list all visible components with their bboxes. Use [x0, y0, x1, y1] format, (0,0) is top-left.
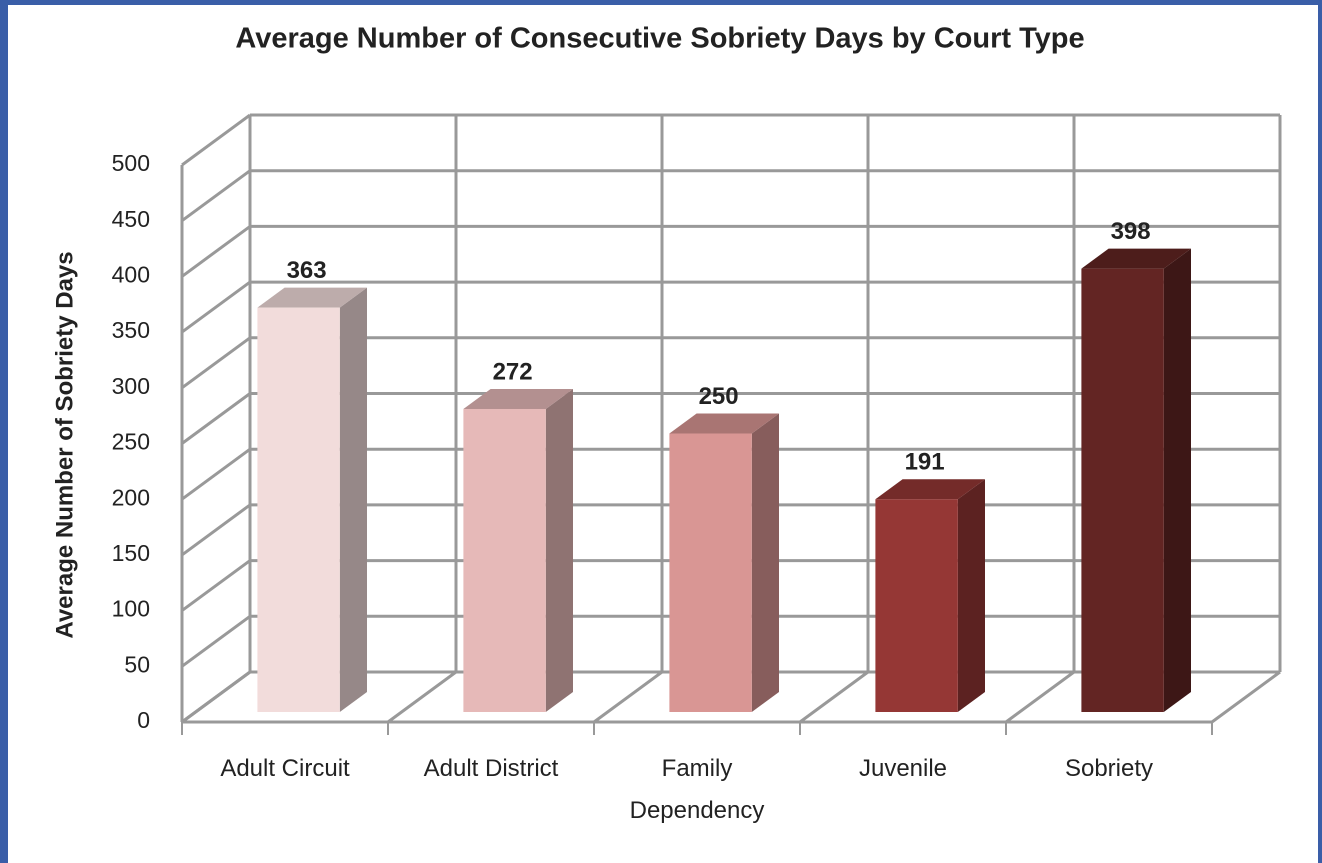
frame: Average Number of Consecutive Sobriety D…	[8, 5, 1318, 863]
bar	[257, 307, 340, 712]
y-tick-label: 50	[124, 651, 150, 677]
bar-side	[545, 388, 573, 712]
side-grid-line	[181, 225, 251, 278]
floor-line	[593, 670, 663, 724]
chart-title: Average Number of Consecutive Sobriety D…	[235, 23, 1084, 55]
x-tick-label: Family Dependency	[629, 755, 765, 824]
side-grid-line	[181, 559, 251, 612]
bar-top	[257, 287, 367, 308]
y-tick-label: 350	[112, 317, 150, 343]
y-tick-label: 150	[112, 540, 150, 566]
bar-top	[463, 388, 573, 409]
side-grid-line	[181, 336, 251, 390]
floor-line	[1211, 670, 1281, 724]
y-axis-label: Average Number of Sobriety Days	[51, 251, 78, 638]
bar-side	[957, 479, 985, 712]
bar	[463, 408, 546, 712]
value-label: 191	[905, 449, 945, 476]
bar-top	[669, 413, 779, 434]
y-tick-label: 500	[112, 150, 150, 176]
y-tick-label: 0	[137, 707, 150, 733]
y-tick-label: 100	[112, 596, 150, 622]
value-label: 250	[699, 383, 739, 410]
y-tick-label: 200	[112, 484, 150, 510]
bar	[1081, 268, 1164, 712]
y-tick-label: 250	[112, 429, 150, 455]
y-tick-label: 400	[112, 261, 150, 287]
bar	[875, 499, 958, 712]
x-tick-label: Sobriety	[1064, 755, 1154, 782]
side-grid-line	[181, 169, 251, 222]
floor-line	[181, 670, 251, 724]
bar-top	[875, 479, 985, 500]
y-tick-label: 300	[112, 373, 150, 399]
y-tick-label: 450	[112, 206, 150, 232]
side-grid-line	[181, 447, 251, 501]
bar-side	[751, 413, 779, 712]
value-label: 363	[287, 257, 327, 284]
bar-top	[1081, 248, 1191, 269]
floor-line	[799, 670, 869, 724]
bar-side	[339, 287, 367, 712]
value-label: 272	[493, 358, 533, 385]
side-grid-line	[181, 615, 251, 668]
x-tick-label: Juvenile	[858, 755, 948, 782]
side-grid-line	[181, 392, 251, 445]
floor-line	[1005, 670, 1075, 724]
floor-line	[387, 670, 457, 724]
value-label: 398	[1111, 218, 1151, 245]
side-grid-line	[181, 503, 251, 557]
bar-side	[1163, 248, 1191, 713]
x-tick-label: Adult District	[423, 755, 559, 782]
x-tick-label: Adult Circuit	[220, 755, 350, 782]
bar	[669, 433, 752, 712]
side-grid-line	[181, 280, 251, 334]
side-grid-line	[181, 113, 251, 167]
